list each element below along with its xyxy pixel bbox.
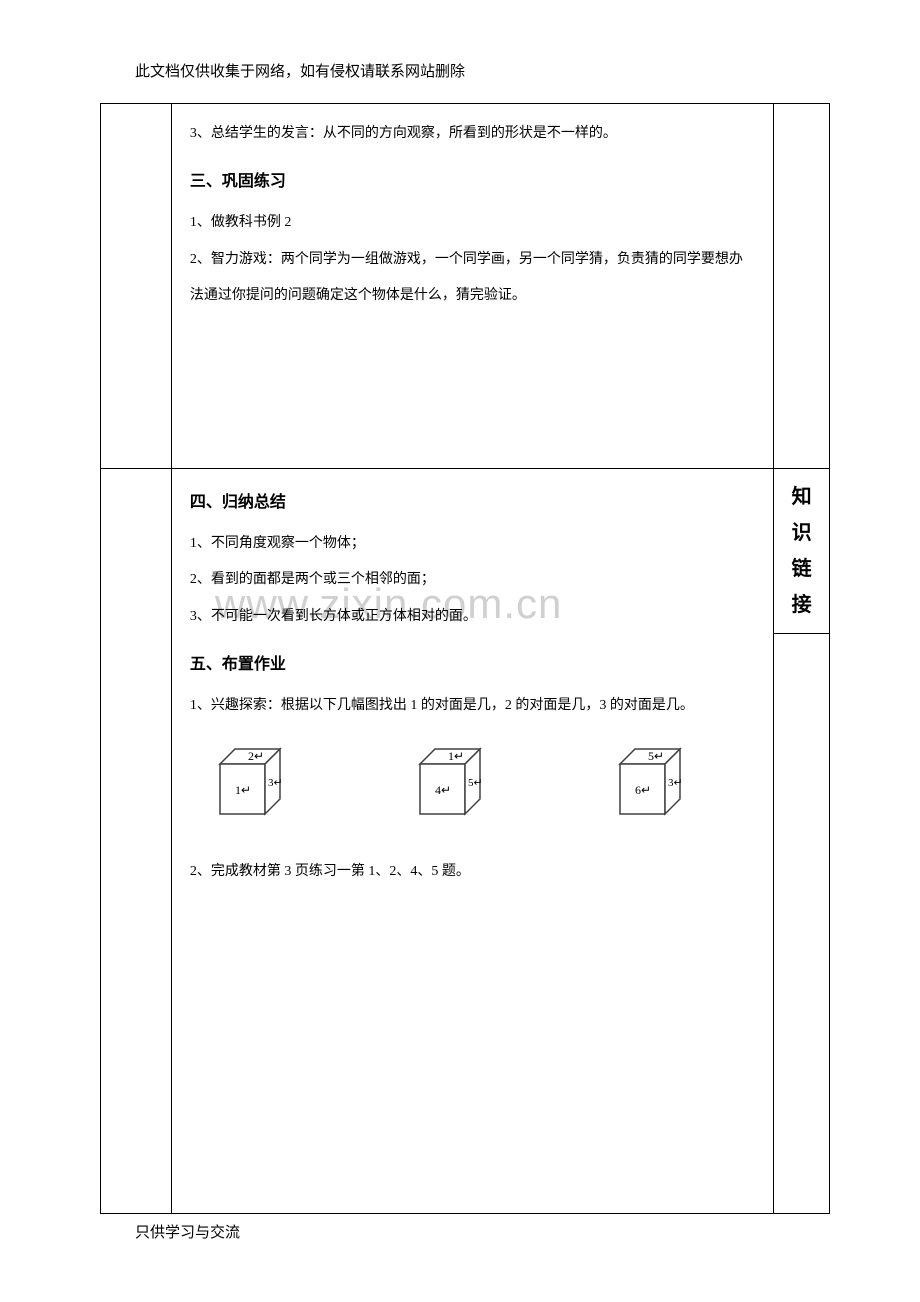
row2-heading1: 四、归纳总结 [190, 481, 755, 526]
cube3-right: 3↵ [668, 777, 683, 789]
row1-heading: 三、巩固练习 [190, 160, 755, 205]
row2-line3: 3、不可能一次看到长方体或正方体相对的面。 [190, 599, 755, 635]
cube2-right: 5↵ [468, 777, 483, 789]
row2-line5: 2、完成教材第 3 页练习一第 1、2、4、5 题。 [190, 854, 755, 890]
cube-1: 2↵ 1↵ 3↵ [210, 744, 300, 824]
row2-side-label-cell: 知识链接 [774, 469, 830, 634]
cube-row: 2↵ 1↵ 3↵ 1↵ 4↵ 5↵ [210, 744, 755, 824]
row2-line2: 2、看到的面都是两个或三个相邻的面； [190, 562, 755, 598]
row1-line2: 1、做教科书例 2 [190, 205, 755, 241]
cube1-top: 2↵ [248, 749, 264, 763]
row2-heading2: 五、布置作业 [190, 643, 755, 688]
cube2-top: 1↵ [448, 749, 464, 763]
cube-3: 5↵ 6↵ 3↵ [610, 744, 700, 824]
cube1-front: 1↵ [235, 783, 251, 797]
header-text: 此文档仅供收集于网络，如有侵权请联系网站删除 [135, 60, 465, 81]
cube2-front: 4↵ [435, 783, 451, 797]
row1-right-cell [774, 104, 830, 469]
row2-line1: 1、不同角度观察一个物体； [190, 526, 755, 562]
side-label: 知识链接 [782, 479, 821, 623]
row1-left-cell [101, 104, 172, 469]
row1-line3: 2、智力游戏：两个同学为一组做游戏，一个同学画，另一个同学猜，负责猜的同学要想办… [190, 242, 755, 315]
cube-2: 1↵ 4↵ 5↵ [410, 744, 500, 824]
cube3-top: 5↵ [648, 749, 664, 763]
row2-line4: 1、兴趣探索：根据以下几幅图找出 1 的对面是几，2 的对面是几，3 的对面是几… [190, 688, 755, 724]
row1-line1: 3、总结学生的发言：从不同的方向观察，所看到的形状是不一样的。 [190, 116, 755, 152]
row2-left-cell [101, 469, 172, 1214]
main-table: 3、总结学生的发言：从不同的方向观察，所看到的形状是不一样的。 三、巩固练习 1… [100, 103, 830, 1214]
cube1-right: 3↵ [268, 777, 283, 789]
row2-right-lower-cell [774, 634, 830, 1214]
cube3-front: 6↵ [635, 783, 651, 797]
row2-content-cell: 四、归纳总结 1、不同角度观察一个物体； 2、看到的面都是两个或三个相邻的面； … [171, 469, 773, 1214]
footer-text: 只供学习与交流 [135, 1221, 240, 1242]
row1-content-cell: 3、总结学生的发言：从不同的方向观察，所看到的形状是不一样的。 三、巩固练习 1… [171, 104, 773, 469]
